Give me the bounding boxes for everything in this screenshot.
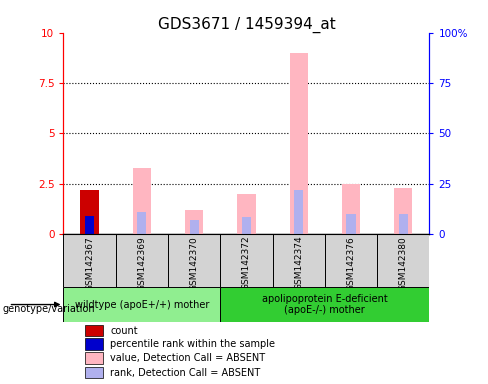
Bar bbox=[346, 214, 356, 234]
Text: percentile rank within the sample: percentile rank within the sample bbox=[110, 339, 275, 349]
Text: value, Detection Call = ABSENT: value, Detection Call = ABSENT bbox=[110, 353, 265, 363]
Bar bbox=[85, 338, 103, 350]
Bar bbox=[399, 214, 408, 234]
Text: count: count bbox=[110, 326, 138, 336]
Bar bbox=[242, 217, 251, 234]
Bar bbox=[85, 367, 103, 378]
Bar bbox=[133, 168, 151, 234]
Text: GSM142380: GSM142380 bbox=[399, 236, 408, 291]
Bar bbox=[185, 210, 203, 234]
Bar bbox=[168, 234, 220, 287]
Bar bbox=[325, 234, 377, 287]
Text: GSM142370: GSM142370 bbox=[190, 236, 199, 291]
Bar bbox=[237, 194, 256, 234]
Bar bbox=[394, 188, 412, 234]
Bar bbox=[85, 325, 103, 336]
Text: wildtype (apoE+/+) mother: wildtype (apoE+/+) mother bbox=[75, 300, 209, 310]
Bar bbox=[63, 287, 220, 322]
Text: GSM142374: GSM142374 bbox=[294, 236, 303, 290]
Text: genotype/variation: genotype/variation bbox=[2, 304, 95, 314]
Text: rank, Detection Call = ABSENT: rank, Detection Call = ABSENT bbox=[110, 367, 261, 377]
Bar bbox=[220, 234, 273, 287]
Title: GDS3671 / 1459394_at: GDS3671 / 1459394_at bbox=[158, 17, 335, 33]
Bar bbox=[377, 234, 429, 287]
Text: apolipoprotein E-deficient
(apoE-/-) mother: apolipoprotein E-deficient (apoE-/-) mot… bbox=[262, 294, 388, 315]
Bar bbox=[85, 216, 94, 234]
Bar bbox=[342, 184, 360, 234]
Bar bbox=[294, 190, 304, 234]
Bar bbox=[220, 287, 429, 322]
Bar bbox=[273, 234, 325, 287]
Text: GSM142372: GSM142372 bbox=[242, 236, 251, 290]
Bar bbox=[137, 212, 146, 234]
Text: GSM142369: GSM142369 bbox=[137, 236, 146, 291]
Bar bbox=[85, 352, 103, 364]
Bar bbox=[116, 234, 168, 287]
Bar bbox=[63, 234, 116, 287]
Bar bbox=[289, 53, 308, 234]
Bar bbox=[189, 220, 199, 234]
Bar bbox=[81, 190, 99, 234]
Text: GSM142367: GSM142367 bbox=[85, 236, 94, 291]
Text: GSM142376: GSM142376 bbox=[346, 236, 356, 291]
